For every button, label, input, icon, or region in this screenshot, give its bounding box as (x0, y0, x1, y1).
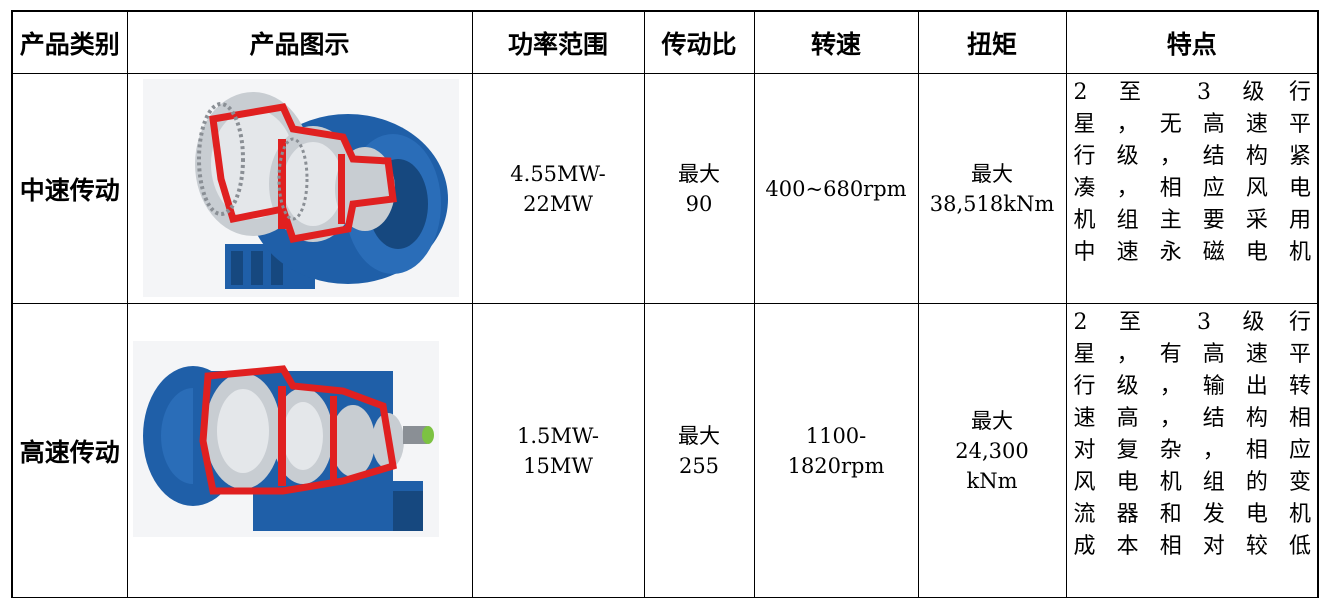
features-line: 2 至 3 级行 (1073, 80, 1312, 105)
features-line: 风电机组的变 (1073, 470, 1312, 495)
speed-line: 1100- (805, 423, 867, 448)
table-row: 高速传动 (11, 303, 1319, 598)
product-image-cell (126, 73, 473, 304)
torque-line: 最大 (971, 408, 1013, 433)
features-cell: 2 至 3 级行 星，无高速平 行级，结构紧 凑，相应风电 机组主要采用 中速永… (1065, 73, 1319, 304)
power-range-cell: 1.5MW- 15MW (471, 303, 645, 598)
features-line: 星，有高速平 (1073, 342, 1312, 367)
speed-line: 400~680rpm (765, 176, 907, 201)
ratio-line: 最大 (678, 423, 720, 448)
speed-cell: 400~680rpm (753, 73, 919, 304)
row-category: 高速传动 (11, 303, 128, 598)
header-power: 功率范围 (471, 10, 645, 74)
ratio-line: 255 (678, 453, 720, 478)
header-torque: 扭矩 (917, 10, 1067, 74)
header-row: 产品类别 产品图示 功率范围 传动比 转速 扭矩 特点 (11, 10, 1319, 74)
ratio-cell: 最大 90 (643, 73, 755, 304)
header-features: 特点 (1065, 10, 1319, 74)
features-line: 流器和发电机 (1073, 502, 1312, 527)
header-speed: 转速 (753, 10, 919, 74)
medium-speed-gearbox-image (142, 79, 459, 297)
features-line: 机组主要采用 (1073, 208, 1312, 233)
speed-cell: 1100- 1820rpm (753, 303, 919, 598)
header-ratio: 传动比 (643, 10, 755, 74)
row-category: 中速传动 (11, 73, 128, 304)
features-line: 2 至 3 级行 (1073, 310, 1312, 335)
power-line: 4.55MW- (510, 161, 606, 186)
features-line: 星，无高速平 (1073, 112, 1312, 137)
features-line: 对复杂，相应 (1073, 438, 1312, 463)
torque-cell: 最大 38,518kNm (917, 73, 1067, 304)
torque-cell: 最大 24,300 kNm (917, 303, 1067, 598)
features-line: 行级，结构紧 (1073, 144, 1312, 169)
power-line: 22MW (523, 191, 593, 216)
features-line: 中速永磁电机 (1073, 240, 1312, 265)
power-line: 1.5MW- (516, 423, 600, 448)
header-image: 产品图示 (126, 10, 473, 74)
header-category: 产品类别 (11, 10, 128, 74)
speed-line: 1820rpm (787, 453, 885, 478)
torque-line: 38,518kNm (929, 191, 1055, 216)
table-row: 中速传动 (11, 73, 1319, 304)
torque-line: 24,300 (955, 438, 1029, 463)
features-line: 凑，相应风电 (1073, 176, 1312, 201)
power-range-cell: 4.55MW- 22MW (471, 73, 645, 304)
features-line: 成本相对较低 (1073, 534, 1312, 559)
features-cell: 2 至 3 级行 星，有高速平 行级，输出转 速高，结构相 对复杂，相应 风电机… (1065, 303, 1319, 598)
ratio-cell: 最大 255 (643, 303, 755, 598)
high-speed-gearbox-image (132, 341, 439, 537)
features-line: 速高，结构相 (1073, 406, 1312, 431)
features-line: 行级，输出转 (1073, 374, 1312, 399)
torque-line: kNm (966, 468, 1018, 493)
product-table: 产品类别 产品图示 功率范围 传动比 转速 扭矩 特点 中速传动 (11, 10, 1319, 598)
product-image-cell (126, 303, 473, 598)
power-line: 15MW (523, 453, 593, 478)
torque-line: 最大 (971, 161, 1013, 186)
ratio-line: 最大 (678, 161, 720, 186)
ratio-line: 90 (685, 191, 713, 216)
